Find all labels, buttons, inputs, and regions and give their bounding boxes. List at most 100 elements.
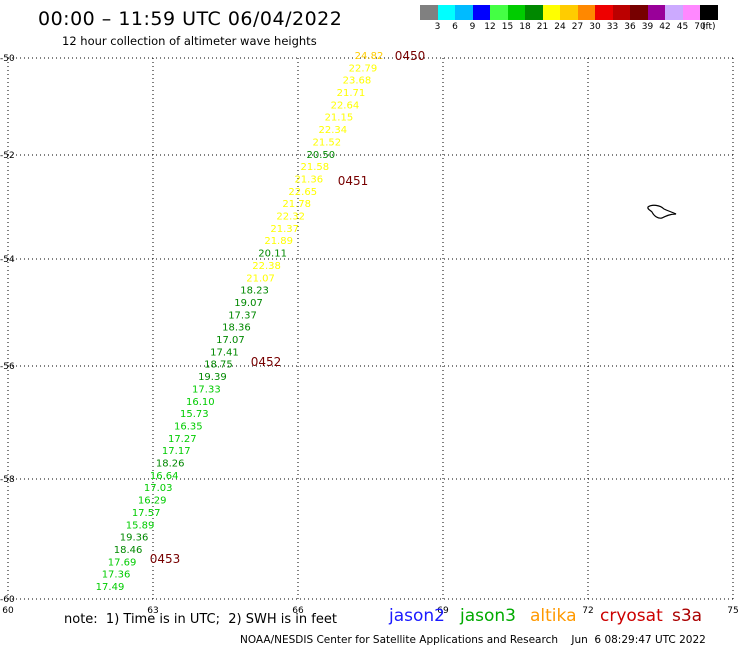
track-times: 0450 0451 0452 0453 — [150, 49, 426, 566]
legend-label: 21 — [536, 22, 549, 32]
swh-value: 20.11 — [258, 249, 287, 260]
legend-swatch — [577, 5, 595, 20]
satellite-name: altika — [530, 606, 577, 626]
swh-value: 16.10 — [186, 397, 215, 408]
latitude-labels: -50 -52 -54 -56 -58 -60 — [0, 54, 15, 605]
legend-label: 15 — [501, 22, 514, 32]
longitude-labels: 60 63 66 69 72 75 — [2, 606, 738, 616]
swh-value: 17.49 — [96, 582, 125, 593]
footer-credit: NOAA/NESDIS Center for Satellite Applica… — [240, 634, 706, 646]
swh-value: 21.15 — [325, 113, 354, 124]
swh-value: 22.32 — [276, 212, 305, 223]
swh-value: 16.29 — [138, 496, 167, 507]
swh-value: 21.89 — [264, 236, 293, 247]
legend-label: 33 — [606, 22, 619, 32]
legend-swatch — [647, 5, 665, 20]
legend-label: 27 — [571, 22, 584, 32]
legend-swatch — [525, 5, 543, 20]
swh-value: 17.37 — [228, 310, 257, 321]
swh-value: 21.52 — [313, 137, 342, 148]
swh-value: 20.50 — [306, 150, 335, 161]
swh-value: 19.39 — [198, 372, 227, 383]
swh-value: 17.03 — [144, 483, 173, 494]
legend-label: 45 — [676, 22, 689, 32]
swh-value: 22.79 — [349, 63, 378, 74]
legend-label: 39 — [641, 22, 654, 32]
swh-value: 18.36 — [222, 323, 251, 334]
legend-label: 6 — [452, 22, 458, 32]
legend-unit: (ft) — [702, 22, 716, 32]
track-time-label: 0450 — [395, 49, 426, 63]
swh-value: 18.26 — [156, 459, 185, 470]
track-time-label: 0452 — [251, 355, 282, 369]
legend-swatch — [507, 5, 525, 20]
swh-value: 21.07 — [246, 273, 275, 284]
footer-note: note: 1) Time is in UTC; 2) SWH is in fe… — [64, 612, 337, 627]
satellite-name: cryosat — [600, 606, 663, 626]
legend-label: 9 — [469, 22, 476, 32]
legend-label: 36 — [624, 22, 636, 32]
legend-swatch — [490, 5, 508, 20]
y-tick-label: -52 — [0, 151, 15, 161]
legend-label: 42 — [659, 22, 671, 32]
legend-swatch — [700, 5, 718, 20]
swh-value: 19.07 — [234, 298, 263, 309]
swh-value: 15.89 — [126, 520, 155, 531]
swh-value: 19.36 — [120, 533, 149, 544]
swh-value: 17.57 — [132, 508, 161, 519]
swh-value: 22.64 — [331, 100, 360, 111]
x-tick-label: 60 — [2, 606, 14, 616]
swh-value: 17.41 — [210, 347, 239, 358]
x-tick-label: 72 — [582, 606, 593, 616]
legend-swatch — [542, 5, 560, 20]
y-tick-label: -56 — [0, 362, 15, 372]
legend-label: 12 — [484, 22, 496, 32]
legend-swatch — [595, 5, 613, 20]
legend-swatch — [682, 5, 700, 20]
legend-label: 18 — [519, 22, 531, 32]
swh-value: 21.71 — [337, 88, 366, 99]
legend-label: 3 — [434, 22, 441, 32]
swh-value: 21.78 — [282, 199, 311, 210]
swh-value: 21.37 — [270, 224, 299, 235]
track-time-label: 0451 — [338, 174, 369, 188]
swh-value: 18.23 — [240, 286, 269, 297]
y-tick-label: -54 — [0, 255, 15, 265]
swh-value: 16.64 — [150, 471, 179, 482]
swh-value: 17.33 — [192, 384, 221, 395]
swh-value: 21.36 — [294, 174, 323, 185]
legend-swatch — [437, 5, 455, 20]
legend-label: 30 — [589, 22, 601, 32]
y-tick-label: -60 — [0, 595, 15, 605]
legend-label: 24 — [554, 22, 566, 32]
legend-swatch — [560, 5, 578, 20]
y-tick-label: -50 — [0, 54, 15, 64]
satellite-name: jason2 — [389, 606, 445, 626]
swh-value: 17.27 — [168, 434, 197, 445]
satellite-name: jason3 — [460, 606, 516, 626]
swh-value: 24.82 — [355, 51, 384, 62]
swh-value: 18.46 — [114, 545, 143, 556]
island-outline — [647, 204, 677, 219]
x-tick-label: 69 — [437, 606, 449, 616]
map-subtitle: 12 hour collection of altimeter wave hei… — [62, 34, 317, 48]
swh-value: 17.36 — [102, 570, 131, 581]
satellite-name: s3a — [672, 606, 703, 626]
legend-swatch — [420, 5, 438, 20]
swh-value: 17.17 — [162, 446, 191, 457]
swh-value: 15.73 — [180, 409, 209, 420]
swh-value: 22.38 — [252, 261, 281, 272]
swh-value: 21.58 — [300, 162, 329, 173]
legend-swatch — [455, 5, 473, 20]
legend-swatch — [612, 5, 630, 20]
map-title: 00:00 – 11:59 UTC 06/04/2022 — [38, 8, 343, 30]
legend-swatch — [630, 5, 648, 20]
x-tick-label: 75 — [727, 606, 738, 616]
swh-value: 23.68 — [343, 76, 372, 87]
track-time-label: 0453 — [150, 552, 181, 566]
swh-value: 16.35 — [174, 421, 203, 432]
grid-lines — [7, 57, 734, 600]
x-tick-label: 66 — [292, 606, 304, 616]
swh-value: 22.34 — [319, 125, 348, 136]
